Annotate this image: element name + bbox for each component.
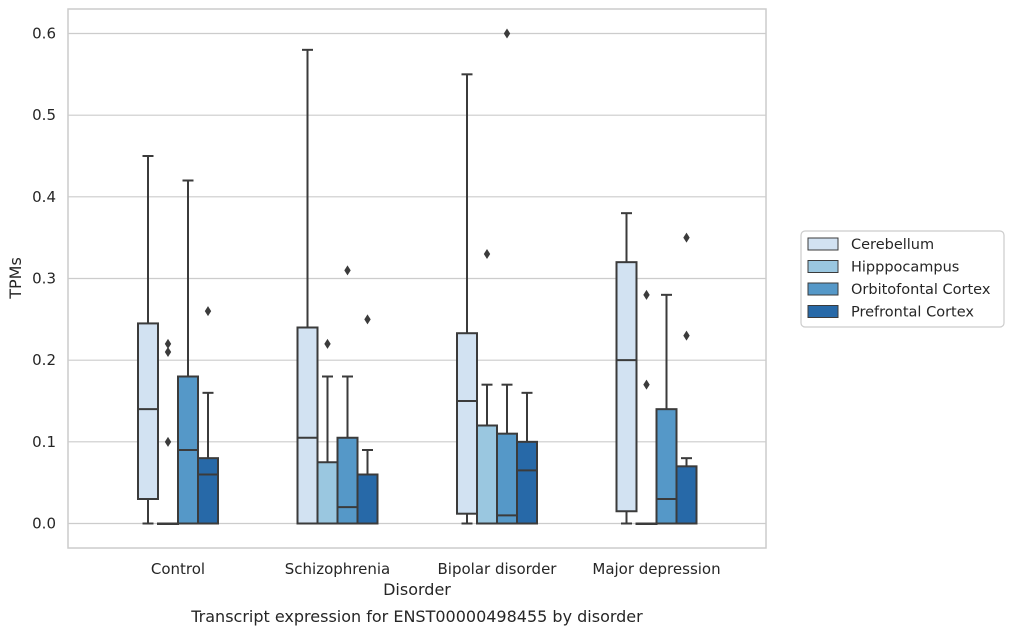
box-3-3 bbox=[675, 232, 698, 525]
box-body bbox=[336, 436, 359, 525]
legend-swatch bbox=[807, 260, 839, 273]
x-tick-label: Control bbox=[151, 560, 205, 578]
outlier-point bbox=[164, 338, 172, 349]
y-axis-ticks: 0.0 0.1 0.2 0.3 0.4 0.5 0.6 bbox=[32, 25, 56, 533]
legend-label: Orbitofontal Cortex bbox=[851, 282, 991, 298]
outlier-point bbox=[683, 232, 690, 243]
outlier-point bbox=[324, 338, 331, 349]
legend-frame bbox=[800, 230, 1005, 328]
x-tick-label: Bipolar disorder bbox=[438, 560, 558, 578]
box-body bbox=[316, 461, 339, 525]
outlier-point bbox=[643, 379, 650, 390]
chart-caption: Transcript expression for ENST0000049845… bbox=[190, 607, 643, 626]
box-body bbox=[516, 440, 538, 525]
box-0-0 bbox=[137, 155, 159, 525]
y-tick-label: 0.3 bbox=[32, 270, 56, 288]
y-tick-label: 0.6 bbox=[32, 25, 56, 43]
outlier-point bbox=[503, 28, 511, 39]
box-3-0 bbox=[197, 306, 219, 525]
box-body bbox=[675, 465, 698, 525]
legend-swatch bbox=[807, 282, 839, 296]
box-0-2 bbox=[456, 73, 478, 525]
box-2-1 bbox=[336, 265, 359, 525]
legend-label: Cerebellum bbox=[851, 237, 934, 253]
box-body bbox=[356, 473, 379, 525]
x-axis-title: Disorder bbox=[383, 580, 451, 599]
box-body bbox=[496, 432, 518, 525]
legend: Cerebellum Hipppocampus Orbitofontal Corte… bbox=[800, 230, 1005, 328]
legend-label: Hipppocampus bbox=[851, 260, 959, 276]
box-body bbox=[615, 261, 638, 513]
box-body bbox=[296, 326, 319, 525]
y-axis-title: TPMs bbox=[6, 257, 25, 300]
legend-label: Prefrontal Cortex bbox=[851, 305, 974, 321]
outlier-point bbox=[483, 249, 491, 259]
y-tick-label: 0.1 bbox=[32, 433, 56, 451]
box-0-1 bbox=[296, 48, 319, 525]
y-tick-label: 0.0 bbox=[32, 515, 56, 533]
box-body bbox=[197, 457, 219, 525]
box-body bbox=[655, 408, 678, 525]
outlier-point bbox=[683, 330, 690, 341]
box-body bbox=[456, 332, 478, 515]
legend-swatch bbox=[807, 237, 839, 251]
x-tick-label: Schizophrenia bbox=[285, 560, 390, 578]
x-tick-label: Major depression bbox=[592, 560, 720, 578]
x-axis-ticks: Control Schizophrenia Bipolar disorder Majo… bbox=[151, 560, 721, 578]
outlier-point bbox=[344, 265, 351, 276]
outlier-point bbox=[164, 436, 172, 447]
y-tick-label: 0.4 bbox=[32, 188, 56, 206]
box-series bbox=[137, 28, 698, 525]
box-1-1 bbox=[316, 338, 339, 525]
plot-frame bbox=[67, 8, 767, 549]
box-3-2 bbox=[516, 391, 538, 525]
y-tick-label: 0.2 bbox=[32, 351, 56, 369]
outlier-point bbox=[164, 347, 172, 357]
outlier-point bbox=[643, 289, 650, 300]
box-2-0 bbox=[177, 179, 199, 525]
y-tick-label: 0.5 bbox=[32, 106, 56, 124]
legend-swatch bbox=[807, 305, 839, 318]
box-body bbox=[137, 322, 159, 500]
outlier-point bbox=[364, 314, 371, 325]
box-body bbox=[476, 424, 498, 525]
outlier-point bbox=[204, 306, 212, 317]
box-0-3 bbox=[615, 212, 638, 525]
box-3-1 bbox=[356, 314, 379, 525]
